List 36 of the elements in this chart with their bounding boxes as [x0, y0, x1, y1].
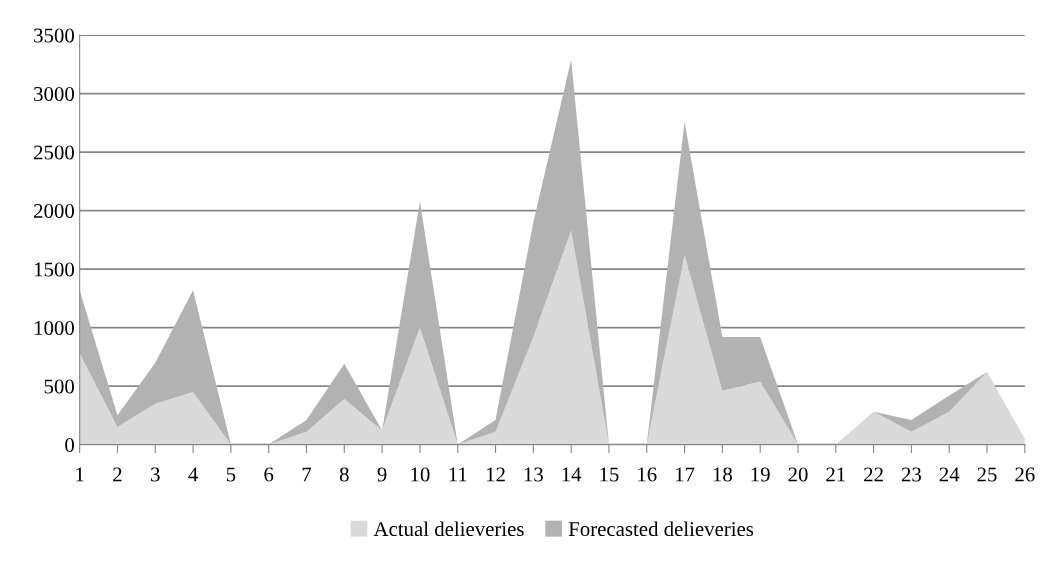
x-tick-label: 5	[226, 467, 236, 482]
x-tick-label: 12	[486, 467, 505, 482]
x-tick-label: 13	[524, 467, 543, 482]
x-tick-label: 1	[76, 467, 84, 482]
x-tick-label: 15	[600, 467, 619, 482]
y-tick-label: 3500	[34, 28, 74, 43]
y-tick-label: 2000	[34, 203, 74, 219]
x-tick-label: 4	[188, 467, 198, 482]
x-tick-label: 20	[788, 467, 808, 482]
x-tick-label: 9	[377, 467, 387, 482]
x-tick-label: 22	[864, 467, 883, 482]
y-tick-label: 3000	[34, 86, 74, 102]
x-tick-label: 18	[713, 467, 732, 482]
x-tick-label: 26	[1015, 467, 1035, 482]
x-tick-label: 19	[751, 467, 770, 482]
x-tick-label: 6	[264, 467, 274, 482]
legend-label: Forecasted delieveries	[568, 521, 754, 537]
x-tick-label: 11	[449, 467, 467, 482]
x-tick-label: 23	[901, 467, 922, 482]
x-tick-label: 2	[113, 467, 122, 482]
y-tick-label: 2500	[34, 145, 74, 160]
x-tick-label: 14	[562, 467, 582, 482]
x-tick-label: 3	[151, 467, 160, 482]
y-tick-label: 500	[44, 379, 74, 394]
x-tick-label: 25	[977, 467, 997, 482]
legend-label: Actual delieveries	[373, 521, 524, 537]
x-tick-label: 7	[302, 467, 312, 482]
y-tick-label: 1500	[34, 262, 74, 277]
x-tick-label: 17	[675, 467, 695, 482]
x-tick-label: 21	[826, 467, 845, 482]
y-tick-label: 0	[65, 437, 74, 453]
x-tick-label: 10	[411, 467, 430, 482]
x-tick-label: 8	[339, 467, 349, 482]
x-tick-label: 16	[638, 467, 657, 482]
x-tick-label: 24	[939, 467, 960, 482]
y-tick-label: 1000	[34, 320, 74, 336]
